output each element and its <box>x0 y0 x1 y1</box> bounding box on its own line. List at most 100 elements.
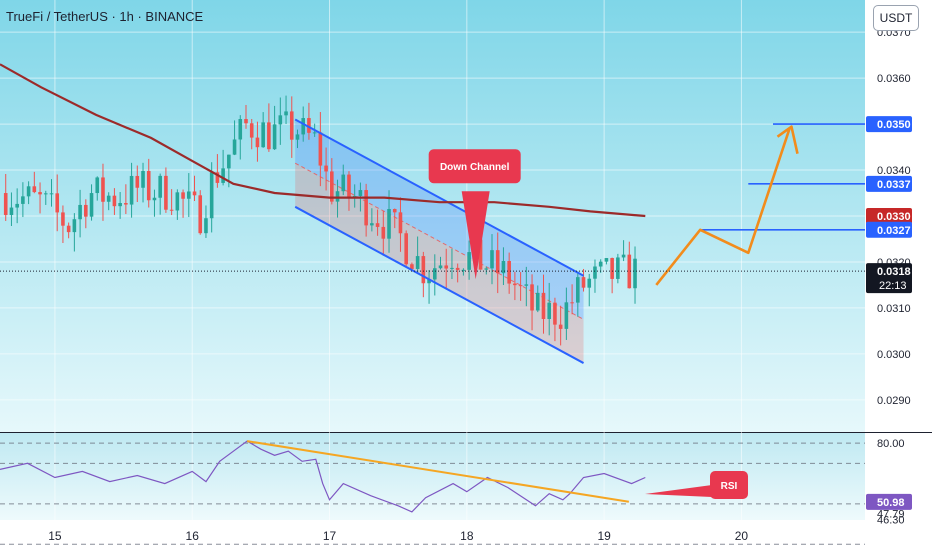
candle-body[interactable] <box>450 267 454 269</box>
candle-body[interactable] <box>284 111 288 116</box>
candle-body[interactable] <box>135 175 140 188</box>
candle-body[interactable] <box>387 209 391 239</box>
candle-body[interactable] <box>112 195 117 207</box>
candle-body[interactable] <box>495 250 500 274</box>
candle-body[interactable] <box>467 252 471 270</box>
candle-body[interactable] <box>381 226 386 239</box>
candle-body[interactable] <box>175 192 180 211</box>
candle-body[interactable] <box>15 203 19 208</box>
candle-body[interactable] <box>530 284 534 311</box>
candle-body[interactable] <box>61 212 65 226</box>
candle-body[interactable] <box>627 254 632 289</box>
candle-body[interactable] <box>564 302 569 329</box>
down-channel-callout[interactable] <box>428 149 521 184</box>
candle-body[interactable] <box>598 261 603 267</box>
candle-body[interactable] <box>570 302 574 304</box>
candle-body[interactable] <box>66 225 71 233</box>
candle-body[interactable] <box>43 193 48 195</box>
candle-body[interactable] <box>404 233 408 265</box>
candle-body[interactable] <box>21 196 25 204</box>
rsi-callout[interactable] <box>710 471 748 499</box>
channel-upper-line[interactable] <box>294 118 585 277</box>
candle-body[interactable] <box>398 212 403 234</box>
candle-body[interactable] <box>455 267 460 270</box>
candle-body[interactable] <box>535 292 540 311</box>
candle-body[interactable] <box>129 175 134 205</box>
candle-body[interactable] <box>341 174 346 192</box>
candle-body[interactable] <box>347 174 351 198</box>
currency-button[interactable]: USDT <box>873 5 919 31</box>
candle-body[interactable] <box>301 118 306 135</box>
candle-body[interactable] <box>633 258 637 289</box>
candle-body[interactable] <box>507 260 511 284</box>
candle-body[interactable] <box>312 132 317 134</box>
candle-body[interactable] <box>169 209 174 211</box>
candle-body[interactable] <box>330 171 334 202</box>
candle-body[interactable] <box>238 119 243 140</box>
candle-body[interactable] <box>186 191 191 199</box>
candle-body[interactable] <box>78 204 82 220</box>
candle-body[interactable] <box>604 258 609 262</box>
candle-body[interactable] <box>593 266 597 279</box>
candle-body[interactable] <box>9 207 14 215</box>
rsi-divergence-trendline[interactable] <box>246 440 629 503</box>
candle-body[interactable] <box>318 132 323 166</box>
candle-body[interactable] <box>84 204 88 217</box>
candle-body[interactable] <box>289 111 294 140</box>
candle-body[interactable] <box>553 302 557 325</box>
candle-body[interactable] <box>215 172 220 183</box>
candle-body[interactable] <box>541 292 546 320</box>
candle-body[interactable] <box>621 254 626 258</box>
candle-body[interactable] <box>518 285 523 287</box>
candle-body[interactable] <box>547 302 552 320</box>
candle-body[interactable] <box>576 277 580 303</box>
candle-body[interactable] <box>72 219 77 233</box>
projection-path[interactable] <box>655 128 791 286</box>
candle-body[interactable] <box>26 186 31 197</box>
candle-body[interactable] <box>295 134 300 140</box>
candle-body[interactable] <box>278 115 283 125</box>
candle-body[interactable] <box>244 119 248 124</box>
candle-body[interactable] <box>55 193 60 213</box>
rsi-line[interactable] <box>0 440 646 513</box>
candle-body[interactable] <box>227 154 231 169</box>
candle-body[interactable] <box>164 175 168 210</box>
candle-body[interactable] <box>438 265 443 269</box>
candle-body[interactable] <box>444 265 449 269</box>
candle-body[interactable] <box>324 165 328 172</box>
candle-body[interactable] <box>364 190 368 226</box>
candle-body[interactable] <box>95 177 100 194</box>
candle-body[interactable] <box>375 223 380 227</box>
candle-body[interactable] <box>49 193 54 195</box>
candle-body[interactable] <box>106 195 111 202</box>
candle-body[interactable] <box>501 260 506 274</box>
candle-body[interactable] <box>146 171 151 201</box>
candle-body[interactable] <box>370 223 374 226</box>
candle-body[interactable] <box>272 124 277 150</box>
candle-body[interactable] <box>524 284 529 286</box>
candle-body[interactable] <box>152 197 157 201</box>
candle-body[interactable] <box>232 139 237 155</box>
candle-body[interactable] <box>478 239 483 270</box>
candle-body[interactable] <box>587 278 592 288</box>
candle-body[interactable] <box>249 123 254 138</box>
candle-body[interactable] <box>358 190 363 196</box>
candle-body[interactable] <box>410 264 414 269</box>
candle-body[interactable] <box>558 324 563 329</box>
candle-body[interactable] <box>415 256 420 269</box>
candle-body[interactable] <box>32 186 37 193</box>
candle-body[interactable] <box>513 283 517 286</box>
candle-body[interactable] <box>616 257 620 279</box>
candle-body[interactable] <box>461 269 466 271</box>
candle-body[interactable] <box>255 137 260 148</box>
candle-body[interactable] <box>581 277 586 288</box>
candle-body[interactable] <box>261 122 265 148</box>
candle-body[interactable] <box>3 193 8 215</box>
candle-body[interactable] <box>118 203 122 207</box>
candle-body[interactable] <box>335 191 340 202</box>
candle-body[interactable] <box>221 168 225 183</box>
candle-body[interactable] <box>158 175 162 198</box>
candle-body[interactable] <box>490 250 494 269</box>
candle-body[interactable] <box>432 268 437 280</box>
